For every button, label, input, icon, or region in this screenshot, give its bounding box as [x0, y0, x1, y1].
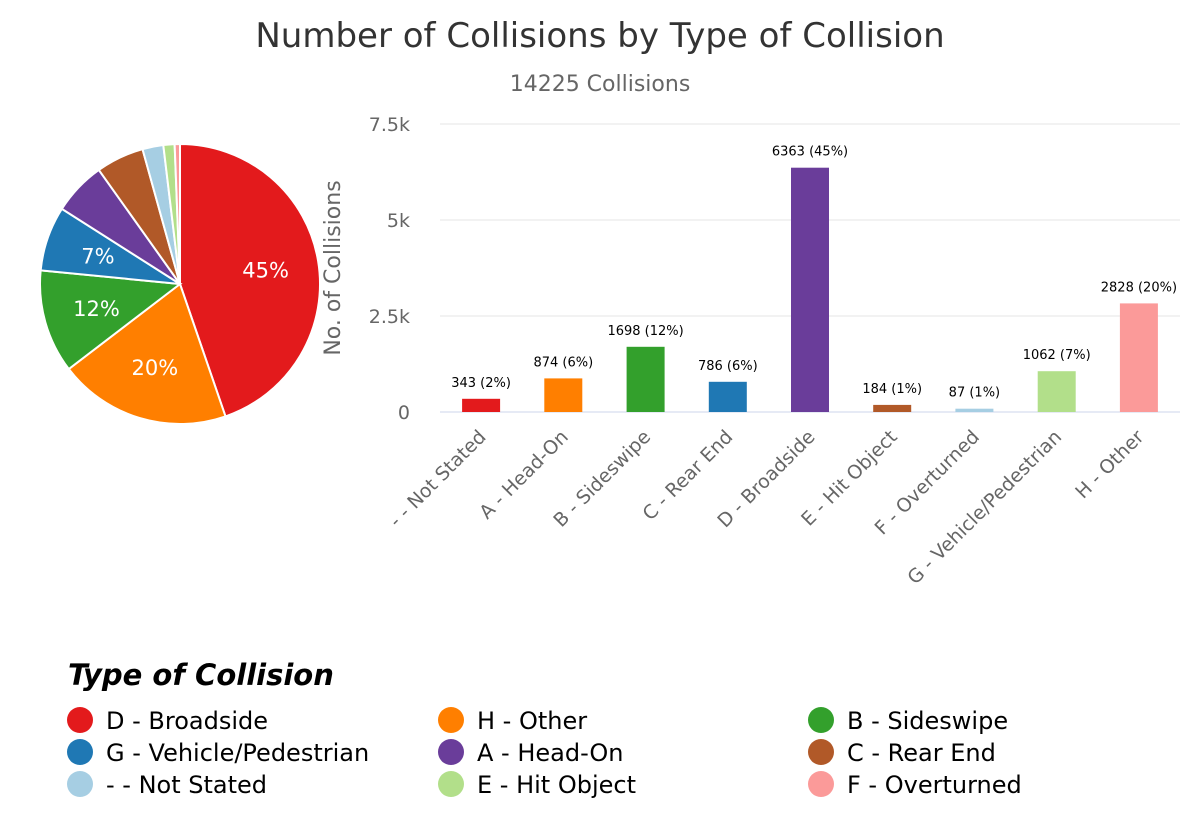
legend-marker: [808, 707, 834, 733]
x-tick-label: G - Vehicle/Pedestrian: [903, 426, 1066, 589]
bar[interactable]: [873, 404, 912, 412]
pie-chart: 45% 20% 12% 7%: [39, 142, 321, 425]
bar[interactable]: [1037, 371, 1076, 412]
legend-item[interactable]: B - Sideswipe: [808, 707, 1008, 735]
bar[interactable]: [708, 381, 747, 412]
legend-item[interactable]: F - Overturned: [808, 771, 1022, 799]
pie-slice-label: 7%: [81, 245, 114, 269]
bar-data-label: 1062 (7%): [1023, 348, 1091, 363]
legend-label: F - Overturned: [847, 771, 1022, 799]
bar-data-label: 6363 (45%): [772, 145, 848, 160]
bar[interactable]: [791, 167, 829, 412]
legend-label: G - Vehicle/Pedestrian: [106, 739, 369, 767]
bar-data-label: 874 (6%): [533, 355, 593, 370]
y-tick-label: 7.5k: [369, 114, 410, 136]
bar-data-label: 1698 (12%): [607, 324, 683, 339]
bar[interactable]: [626, 346, 665, 412]
legend-marker: [67, 771, 93, 797]
legend-label: E - Hit Object: [477, 771, 636, 799]
y-axis-label: No. of Collisions: [321, 180, 346, 355]
bar-data-label: 343 (2%): [451, 376, 511, 391]
legend-item[interactable]: D - Broadside: [67, 707, 268, 735]
y-tick-label: 0: [398, 402, 410, 424]
chart-subtitle: 14225 Collisions: [510, 72, 691, 97]
legend-item[interactable]: A - Head-On: [438, 739, 624, 767]
legend-title: Type of Collision: [68, 658, 334, 692]
x-tick-label: - - Not Stated: [385, 426, 491, 532]
legend: D - Broadside H - Other B - Sideswipe G - V…: [67, 707, 1022, 799]
legend-item[interactable]: E - Hit Object: [438, 771, 636, 799]
legend-item[interactable]: G - Vehicle/Pedestrian: [67, 739, 369, 767]
chart-title: Number of Collisions by Type of Collisio…: [255, 16, 944, 56]
bar-data-label: 184 (1%): [862, 382, 922, 397]
legend-marker: [67, 739, 93, 765]
legend-label: - - Not Stated: [106, 771, 267, 799]
legend-marker: [808, 739, 834, 765]
pie-slice[interactable]: [173, 142, 181, 285]
legend-label: D - Broadside: [106, 707, 268, 735]
bar-chart: 0 2.5k 5k 7.5k No. of Collisions 343 (2%) - - …: [321, 114, 1180, 589]
legend-item[interactable]: C - Rear End: [808, 739, 996, 767]
legend-label: B - Sideswipe: [847, 707, 1008, 735]
legend-marker: [67, 707, 93, 733]
bar[interactable]: [544, 378, 583, 412]
bar[interactable]: [462, 398, 501, 412]
bar-data-label: 786 (6%): [698, 359, 758, 374]
legend-label: H - Other: [477, 707, 587, 735]
legend-item[interactable]: H - Other: [438, 707, 587, 735]
bar[interactable]: [1119, 303, 1158, 412]
y-tick-label: 2.5k: [369, 306, 410, 328]
x-tick-label: H - Other: [1071, 426, 1148, 503]
pie-slice-label: 20%: [132, 356, 179, 380]
pie-slice-label: 45%: [242, 259, 289, 283]
bar[interactable]: [955, 408, 994, 412]
legend-marker: [438, 771, 464, 797]
legend-marker: [438, 739, 464, 765]
bar-data-label: 2828 (20%): [1101, 280, 1177, 295]
legend-label: C - Rear End: [847, 739, 996, 767]
pie-slice[interactable]: [179, 142, 321, 418]
pie-slice-label: 12%: [73, 297, 120, 321]
legend-marker: [438, 707, 464, 733]
y-tick-label: 5k: [387, 210, 410, 232]
bar-data-label: 87 (1%): [949, 386, 1000, 401]
pie-slice[interactable]: [67, 282, 227, 425]
pie-slice[interactable]: [39, 269, 183, 371]
legend-label: A - Head-On: [477, 739, 624, 767]
legend-item[interactable]: - - Not Stated: [67, 771, 267, 799]
legend-marker: [808, 771, 834, 797]
